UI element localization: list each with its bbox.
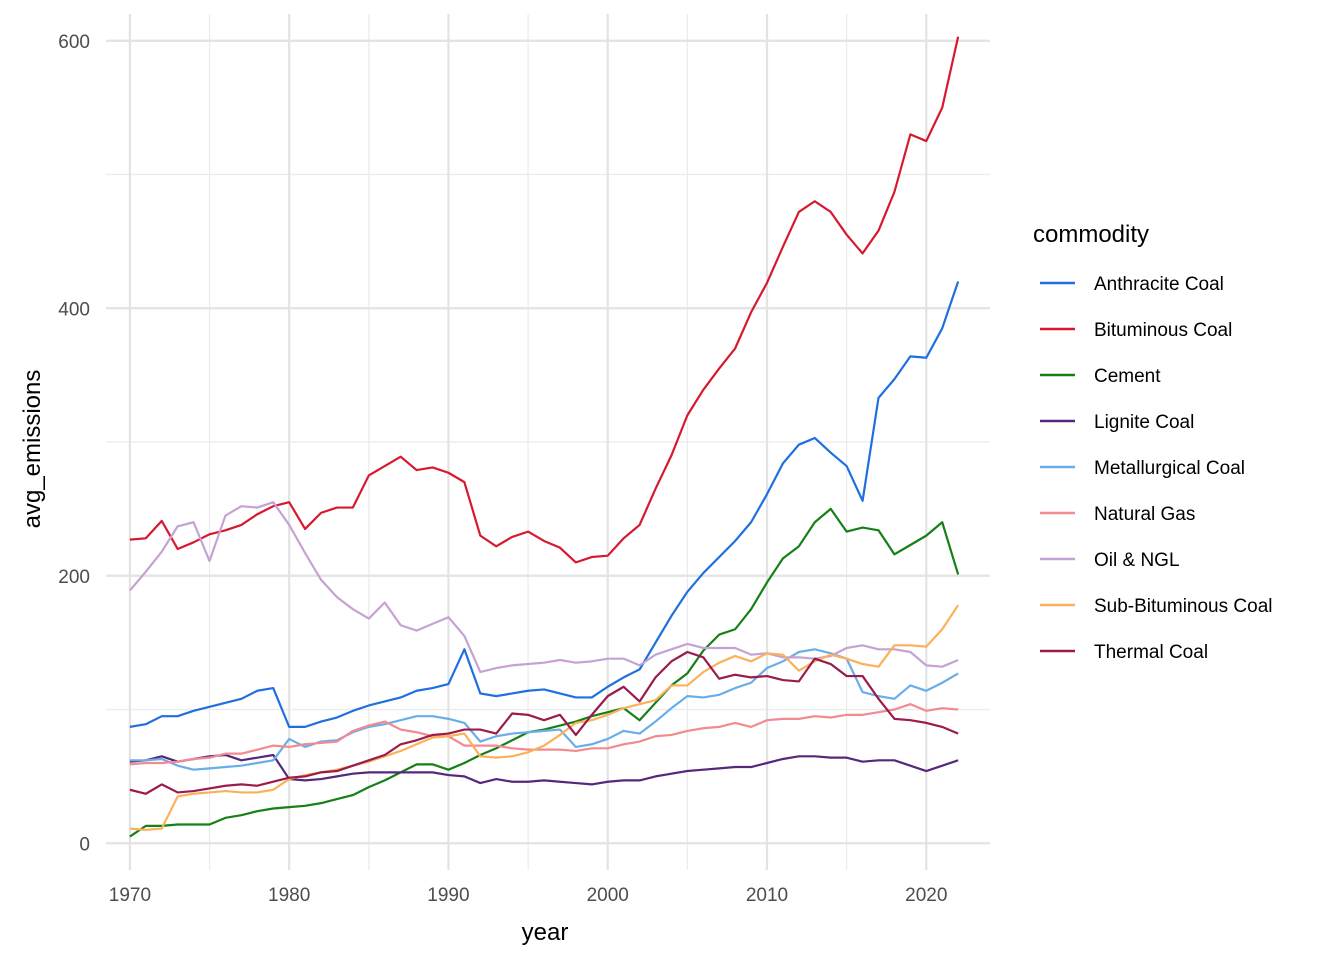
series-line-thermal-coal [129,650,959,795]
series-line-oil-ngl [129,501,959,674]
legend-label-natural-gas: Natural Gas [1094,504,1195,525]
x-tick-label: 2000 [587,885,629,906]
series-line-natural-gas [129,703,959,766]
y-tick-label: 200 [58,567,90,588]
y-axis-tick-labels: 0 200 400 600 [58,32,90,856]
legend-label-bituminous-coal: Bituminous Coal [1094,320,1232,341]
legend-title: commodity [1033,221,1149,248]
legend-label-metallurgical-coal: Metallurgical Coal [1094,458,1245,479]
series-line-sub-bituminous-coal [129,604,960,831]
y-axis-title: avg_emissions [19,370,46,529]
series-line-bituminous-coal [129,36,960,564]
legend-label-sub-bituminous-coal: Sub-Bituminous Coal [1094,596,1272,617]
legend-label-lignite-coal: Lignite Coal [1094,412,1194,433]
series-lines [129,36,960,838]
x-tick-label: 2020 [905,885,947,906]
x-axis-title: year [522,919,569,946]
x-tick-label: 1970 [109,885,151,906]
minor-gridlines [106,14,990,870]
legend-label-oil-ngl: Oil & NGL [1094,550,1180,571]
x-tick-label: 1980 [268,885,310,906]
legend-label-thermal-coal: Thermal Coal [1094,642,1208,663]
series-line-anthracite-coal [129,281,960,728]
x-tick-label: 1990 [427,885,469,906]
series-line-metallurgical-coal [129,648,959,771]
legend-label-anthracite-coal: Anthracite Coal [1094,274,1224,295]
y-tick-label: 400 [58,299,90,320]
x-tick-label: 2010 [746,885,788,906]
y-tick-label: 0 [79,834,90,855]
legend-label-cement: Cement [1094,366,1161,387]
series-line-lignite-coal [129,753,959,786]
series-line-cement [129,507,960,838]
x-axis-tick-labels: 1970 1980 1990 2000 2010 2020 [109,885,948,906]
legend: commodity Anthracite Coal Bituminous Coal… [1033,221,1272,663]
y-tick-label: 600 [58,32,90,53]
